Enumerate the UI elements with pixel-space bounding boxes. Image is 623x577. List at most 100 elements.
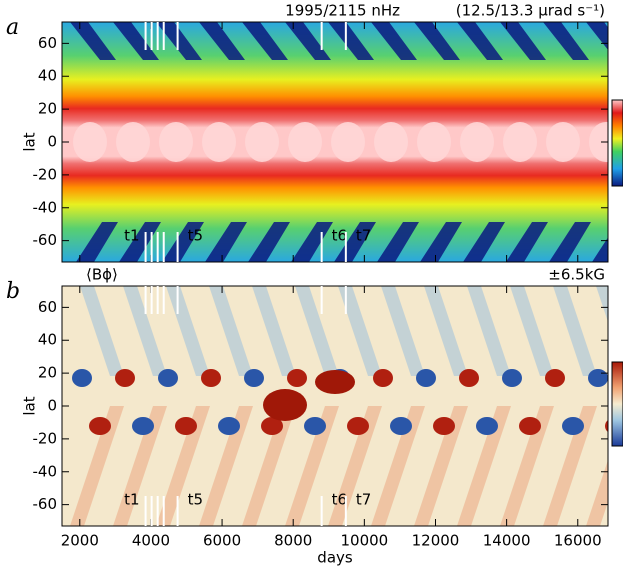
texture	[288, 122, 322, 162]
texture	[263, 389, 307, 421]
title: 1995/2115 nHz	[285, 2, 400, 20]
texture	[331, 122, 365, 162]
texture	[175, 417, 197, 435]
y-tick-label: 40	[38, 331, 57, 349]
x-tick-label: 6000	[203, 532, 241, 550]
texture	[549, 222, 591, 262]
y-tick-label: -40	[33, 462, 58, 480]
texture	[72, 369, 92, 387]
texture	[328, 406, 382, 526]
heatmap-b	[62, 286, 608, 526]
texture	[73, 122, 107, 162]
x-axis-label: days	[317, 549, 353, 567]
texture	[589, 122, 608, 162]
subtitle: (12.5/13.3 µrad s⁻¹)	[456, 2, 605, 20]
texture	[285, 22, 331, 60]
y-tick-label: 0	[47, 133, 57, 151]
y-tick-label: 40	[38, 67, 57, 85]
y-tick-label: 0	[47, 397, 57, 415]
texture	[500, 406, 554, 526]
panel-label: b	[6, 279, 20, 304]
texture	[76, 222, 118, 262]
marker-label: t5	[188, 491, 203, 509]
texture	[390, 417, 412, 435]
texture	[586, 22, 608, 50]
texture	[519, 417, 541, 435]
texture	[510, 286, 554, 376]
y-axis-label: lat	[21, 396, 39, 415]
texture	[463, 222, 505, 262]
texture	[586, 460, 608, 526]
texture	[252, 286, 296, 376]
texture	[248, 222, 290, 262]
title: ⟨Bϕ⟩	[86, 266, 118, 284]
x-tick-label: 10000	[340, 532, 388, 550]
texture	[592, 237, 608, 262]
texture	[414, 22, 460, 60]
texture	[467, 286, 511, 376]
heatmap-background	[62, 286, 608, 526]
texture	[218, 417, 240, 435]
texture	[373, 369, 393, 387]
texture	[116, 122, 150, 162]
texture	[457, 22, 503, 60]
y-tick-label: -20	[33, 165, 58, 183]
texture	[460, 122, 494, 162]
x-tick-label: 8000	[274, 532, 312, 550]
texture	[119, 222, 161, 262]
texture	[89, 417, 111, 435]
texture	[162, 222, 204, 262]
texture	[285, 406, 339, 526]
texture	[347, 417, 369, 435]
texture	[502, 369, 522, 387]
marker-label: t6	[332, 227, 347, 245]
x-tick-label: 12000	[412, 532, 460, 550]
texture	[244, 369, 264, 387]
y-tick-label: 20	[38, 364, 57, 382]
texture	[338, 286, 382, 376]
texture	[605, 419, 608, 433]
texture	[588, 369, 608, 387]
marker-label: t1	[124, 491, 139, 509]
texture	[371, 406, 425, 526]
texture	[202, 122, 236, 162]
texture	[546, 122, 580, 162]
texture	[113, 22, 159, 60]
texture	[80, 286, 124, 376]
texture	[506, 222, 548, 262]
texture	[543, 22, 589, 60]
x-tick-label: 4000	[132, 532, 170, 550]
texture	[553, 286, 597, 376]
y-tick-label: -40	[33, 198, 58, 216]
texture	[328, 22, 374, 60]
colorbar	[611, 99, 623, 187]
texture	[295, 286, 339, 376]
texture	[242, 22, 288, 60]
texture	[562, 417, 584, 435]
texture	[199, 406, 253, 526]
marker-label: t7	[356, 491, 371, 509]
texture	[374, 122, 408, 162]
texture	[476, 417, 498, 435]
marker-label: t6	[332, 491, 347, 509]
texture	[424, 286, 468, 376]
texture	[500, 22, 546, 60]
x-tick-label: 2000	[61, 532, 99, 550]
texture	[545, 369, 565, 387]
marker-label: t1	[124, 227, 139, 245]
texture	[132, 417, 154, 435]
texture	[242, 406, 296, 526]
y-tick-label: 20	[38, 100, 57, 118]
texture	[113, 406, 167, 526]
texture	[287, 369, 307, 387]
texture	[414, 406, 468, 526]
texture	[159, 122, 193, 162]
texture	[417, 122, 451, 162]
texture	[304, 417, 326, 435]
texture	[115, 369, 135, 387]
texture	[420, 222, 462, 262]
texture	[416, 369, 436, 387]
marker-label: t5	[188, 227, 203, 245]
y-tick-label: -60	[33, 495, 58, 513]
texture	[156, 406, 210, 526]
